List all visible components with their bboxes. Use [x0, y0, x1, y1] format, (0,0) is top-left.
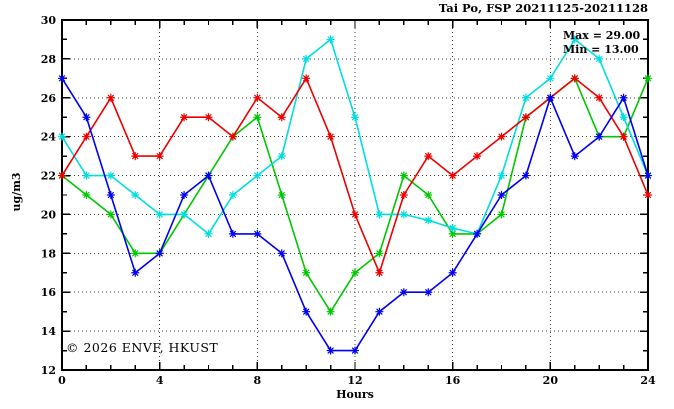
gridlines: [62, 20, 648, 370]
x-tick-label: 24: [640, 374, 656, 387]
y-tick-label: 12: [41, 364, 56, 377]
x-tick-label: 16: [445, 374, 461, 387]
y-tick-label: 22: [41, 170, 56, 183]
axis-ticks: [63, 21, 647, 369]
x-tick-label: 12: [347, 374, 362, 387]
x-tick-label: 20: [543, 374, 559, 387]
x-tick-label: 8: [254, 374, 262, 387]
series-blue-markers: [57, 74, 653, 355]
y-tick-label: 24: [41, 131, 57, 144]
y-axis-label: ug/m3: [10, 173, 23, 212]
data-series: [57, 35, 653, 355]
min-annotation: Min = 13.00: [563, 43, 639, 56]
axis-labels: 12 14 16 18 20 22 24 26 28 30 0 4 8 12 16 20 24: [41, 14, 656, 387]
y-tick-label: 14: [41, 325, 57, 338]
y-tick-label: 16: [41, 286, 57, 299]
series-red-markers: [57, 74, 653, 277]
y-tick-label: 20: [41, 208, 57, 221]
x-axis-label: Hours: [336, 388, 374, 401]
x-tick-label: 4: [156, 374, 164, 387]
y-tick-label: 30: [41, 14, 57, 27]
y-tick-label: 18: [41, 247, 57, 260]
y-tick-label: 26: [41, 92, 57, 105]
y-tick-label: 28: [41, 53, 57, 66]
x-tick-label: 0: [58, 374, 66, 387]
max-annotation: Max = 29.00: [563, 29, 641, 42]
series-green-markers: [57, 74, 653, 316]
watermark: © 2026 ENVF, HKUST: [66, 340, 218, 355]
series-red-line: [61, 77, 649, 274]
chart-title: Tai Po, FSP 20211125-20211128: [439, 1, 648, 15]
series-cyan-markers: [57, 35, 653, 238]
